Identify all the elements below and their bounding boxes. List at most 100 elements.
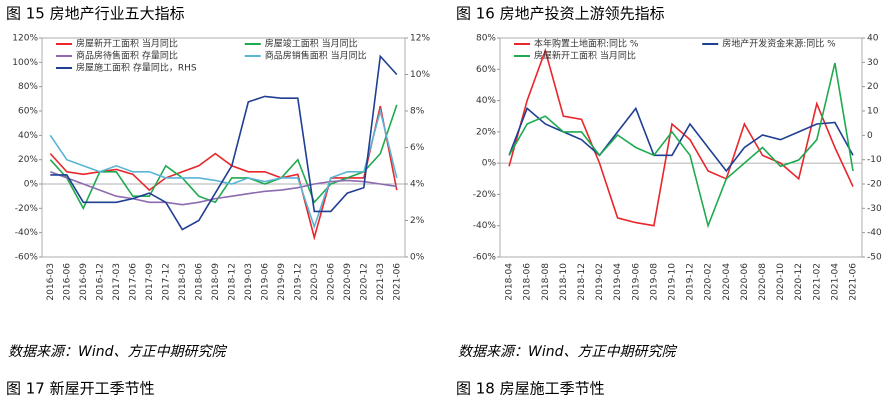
x-tick-label: 2018-10 — [559, 263, 569, 301]
x-tick-label: 2018-06 — [194, 263, 204, 301]
y-tick-label: 60% — [18, 107, 38, 117]
y2-tick-label: 20 — [867, 82, 879, 92]
y-tick-label: 20% — [18, 155, 38, 165]
y2-tick-label: 2% — [410, 216, 425, 226]
legend-label: 房屋竣工面积 当月同比 — [265, 38, 358, 50]
y2-tick-label: 10% — [410, 70, 430, 80]
x-tick-label: 2018-08 — [541, 263, 551, 301]
series-line — [508, 47, 854, 227]
x-tick-label: 2021-04 — [830, 263, 840, 301]
x-tick-label: 2018-04 — [505, 263, 515, 301]
x-tick-label: 2020-12 — [794, 263, 804, 301]
y2-tick-label: -30 — [867, 204, 882, 214]
chart-title: 图 16 房地产投资上游领先指标 — [456, 5, 665, 23]
legend-label: 房地产开发资金来源:同比 % — [722, 38, 836, 50]
y-tick-label: 20% — [476, 127, 496, 137]
y-tick-label: -20% — [15, 204, 39, 214]
y-tick-label: 0% — [24, 180, 39, 190]
x-tick-label: 2016-03 — [46, 263, 56, 301]
x-tick-label: 2019-04 — [613, 263, 623, 301]
y2-tick-label: 4% — [410, 180, 425, 190]
x-tick-label: 2017-03 — [112, 263, 122, 301]
plot-frame — [499, 37, 863, 258]
legend-label: 房屋新开工面积 当月同比 — [76, 38, 178, 50]
y-tick-label: 120% — [12, 34, 38, 44]
y-tick-label: -60% — [473, 253, 497, 263]
x-tick-label: 2020-09 — [343, 263, 353, 301]
legend-label: 房屋施工面积 存量同比，RHS — [76, 62, 197, 74]
legend-label: 房屋新开工面积 当月同比 — [534, 50, 636, 62]
y-tick-label: 60% — [476, 65, 496, 75]
y-tick-label: 40% — [18, 131, 38, 141]
x-tick-label: 2016-12 — [95, 263, 105, 301]
x-tick-label: 2016-06 — [62, 263, 72, 301]
x-tick-label: 2019-09 — [277, 263, 287, 301]
x-tick-label: 2018-12 — [577, 263, 587, 301]
x-tick-label: 2017-06 — [128, 263, 138, 301]
x-tick-label: 2018-09 — [211, 263, 221, 301]
x-tick-label: 2020-04 — [722, 263, 732, 301]
y-tick-label: 100% — [12, 58, 38, 68]
series-line — [49, 107, 398, 230]
y-tick-label: -60% — [15, 253, 39, 263]
x-tick-label: 2019-02 — [595, 263, 605, 301]
y-tick-label: -40% — [473, 221, 497, 231]
series-line — [508, 62, 854, 229]
y2-tick-label: 12% — [410, 34, 430, 44]
y2-tick-label: -20 — [867, 180, 882, 190]
x-tick-label: 2019-10 — [667, 263, 677, 301]
x-tick-label: 2019-06 — [631, 263, 641, 301]
x-tick-label: 2021-06 — [392, 263, 402, 301]
source-note: 数据来源：Wind、方正中期研究院 — [458, 344, 677, 360]
y-tick-label: -20% — [473, 190, 497, 200]
x-tick-label: 2019-03 — [244, 263, 254, 301]
x-tick-label: 2018-03 — [178, 263, 188, 301]
y2-tick-label: -50 — [867, 253, 882, 263]
y-tick-label: 40% — [476, 96, 496, 106]
x-tick-label: 2019-12 — [686, 263, 696, 301]
x-tick-label: 2020-02 — [704, 263, 714, 301]
series-line — [50, 54, 398, 231]
y2-tick-label: 10 — [867, 107, 879, 117]
y2-tick-label: 30 — [867, 58, 879, 68]
legend-label: 商品房待售面积 存量同比 — [76, 50, 178, 62]
chart-title: 图 15 房地产行业五大指标 — [6, 5, 185, 23]
x-tick-label: 2017-12 — [161, 263, 171, 301]
y2-tick-label: -10 — [867, 155, 882, 165]
x-tick-label: 2021-02 — [812, 263, 822, 301]
source-note: 数据来源：Wind、方正中期研究院 — [8, 344, 227, 360]
x-tick-label: 2018-06 — [523, 263, 533, 301]
x-tick-label: 2019-08 — [649, 263, 659, 301]
legend-label: 商品房销售面积 当月同比 — [265, 50, 367, 62]
y-tick-label: 80% — [476, 34, 496, 44]
x-tick-label: 2020-06 — [326, 263, 336, 301]
y-tick-label: 0% — [482, 159, 497, 169]
y2-tick-label: 40 — [867, 34, 879, 44]
x-tick-label: 2019-06 — [260, 263, 270, 301]
figure-caption: 图 18 房屋施工季节性 — [456, 380, 605, 398]
legend-label: 本年购置土地面积:同比 % — [534, 38, 639, 50]
y2-tick-label: 0% — [410, 253, 425, 263]
y-tick-label: 80% — [18, 82, 38, 92]
x-tick-label: 2017-09 — [145, 263, 155, 301]
series-line — [49, 105, 398, 241]
x-tick-label: 2020-12 — [359, 263, 369, 301]
x-tick-label: 2020-08 — [758, 263, 768, 301]
x-tick-label: 2018-12 — [227, 263, 237, 301]
x-tick-label: 2020-10 — [776, 263, 786, 301]
y-tick-label: -40% — [15, 228, 39, 238]
y2-tick-label: 6% — [410, 143, 425, 153]
x-tick-label: 2019-12 — [293, 263, 303, 301]
x-tick-label: 2021-06 — [848, 263, 858, 301]
x-tick-label: 2016-09 — [79, 263, 89, 301]
x-tick-label: 2021-03 — [376, 263, 386, 301]
series-line — [508, 106, 854, 173]
figure-caption: 图 17 新屋开工季节性 — [6, 380, 155, 398]
y2-tick-label: 0 — [867, 131, 873, 141]
y2-tick-label: -40 — [867, 228, 882, 238]
y2-tick-label: 8% — [410, 107, 425, 117]
series-line — [49, 104, 398, 211]
x-tick-label: 2020-03 — [310, 263, 320, 301]
